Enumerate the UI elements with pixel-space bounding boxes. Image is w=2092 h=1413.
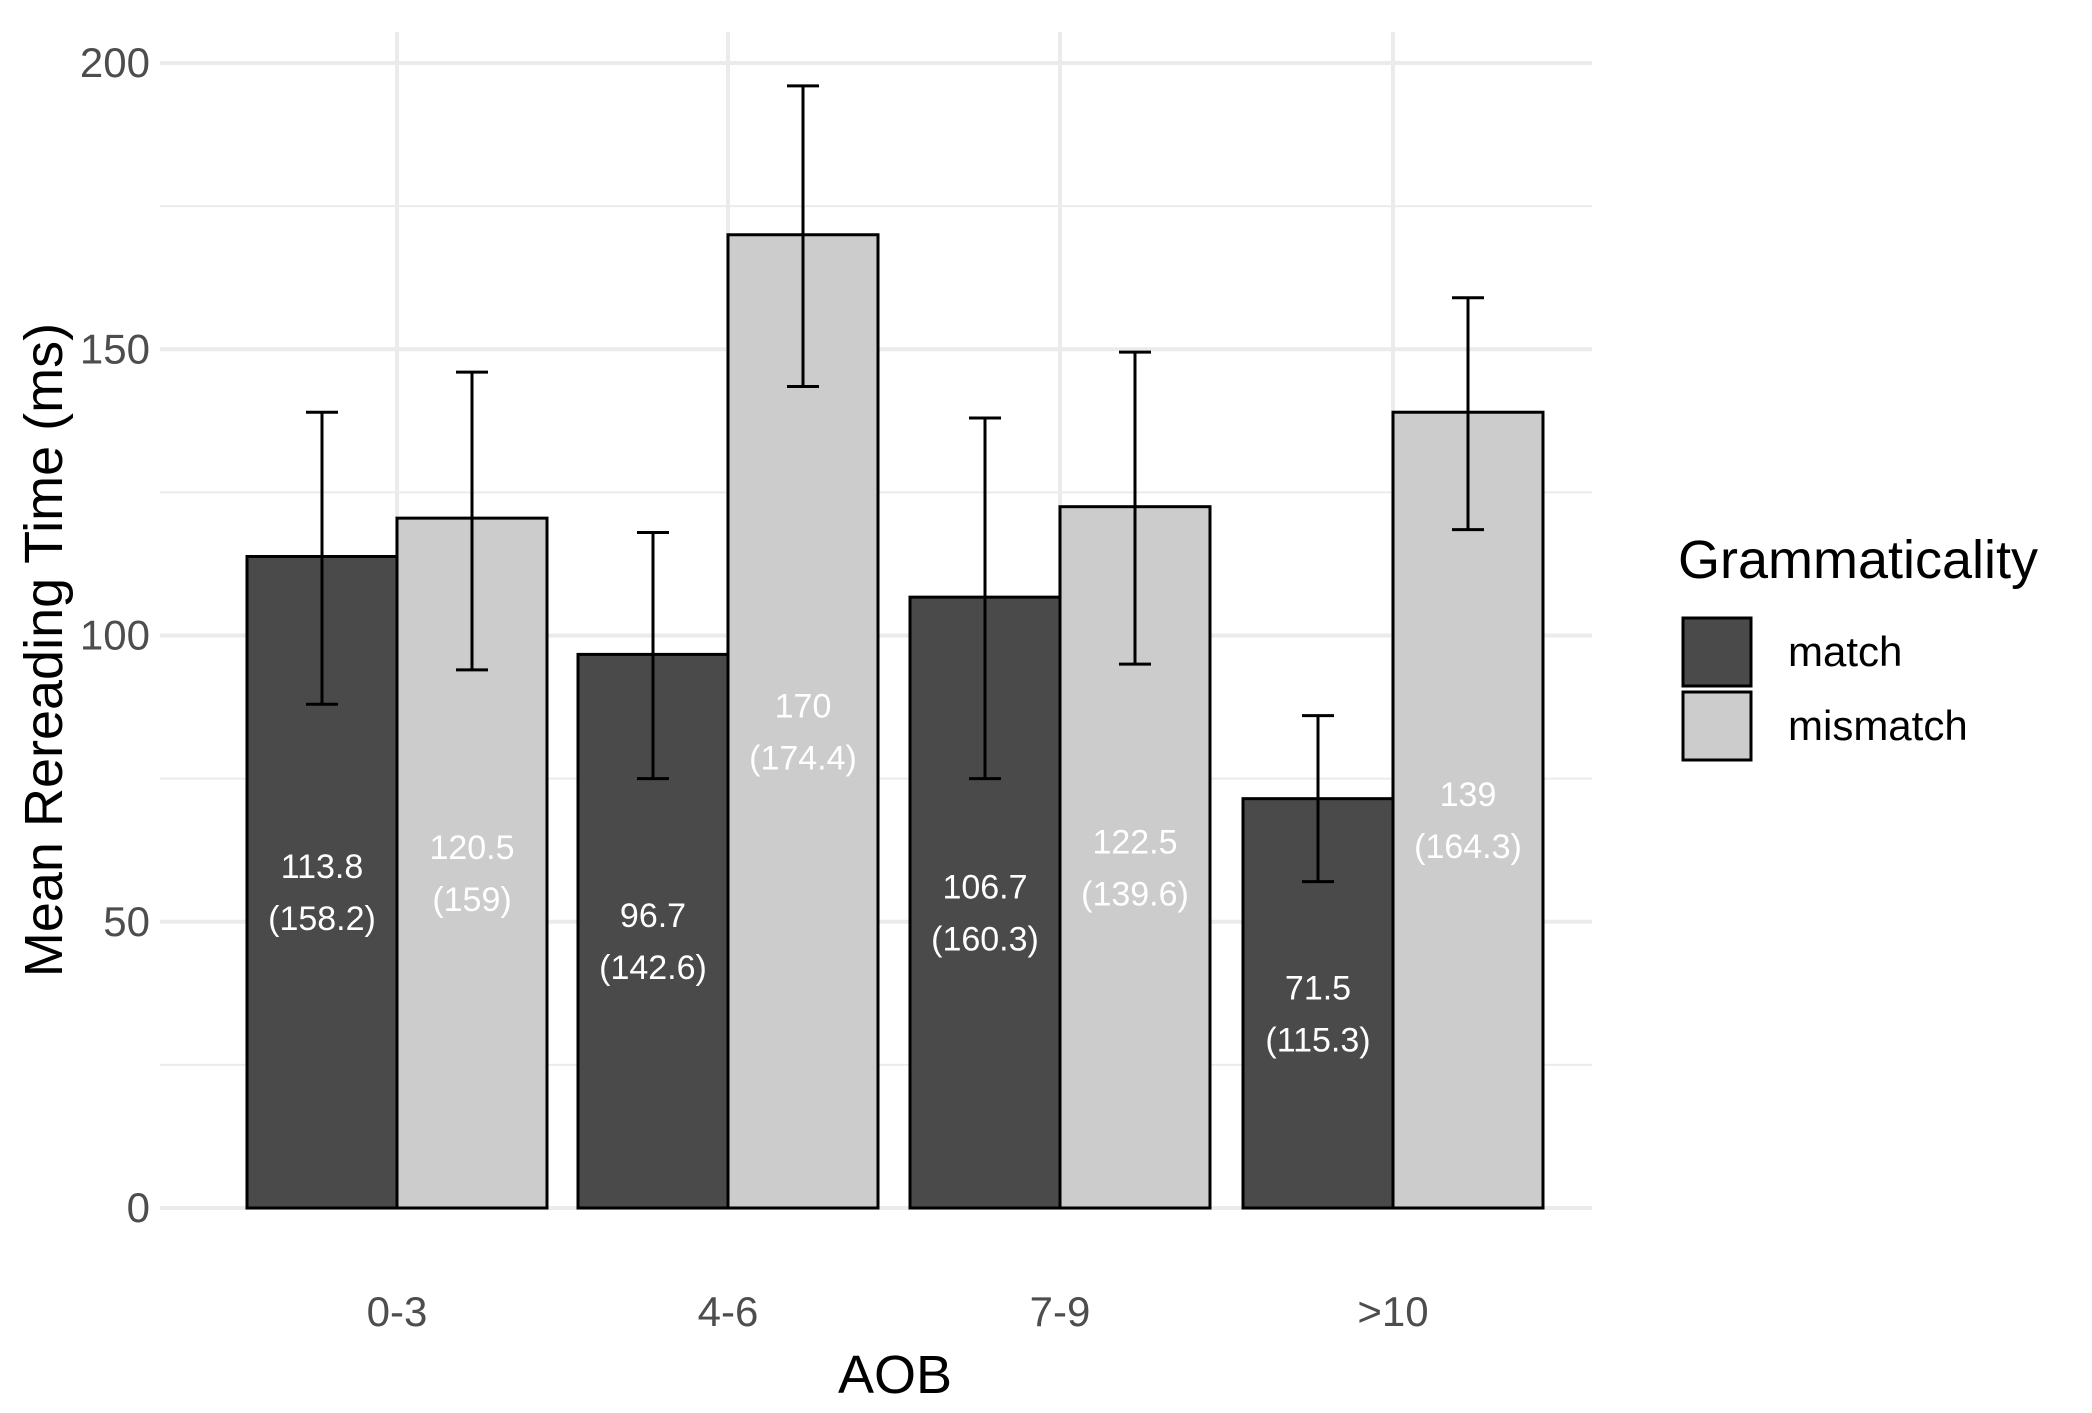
error-bars — [306, 84, 1484, 884]
bar-labels: 113.8 (158.2) 96.7 (142.6) 106.7 (160.3) 71.5 (… — [268, 687, 1522, 1059]
legend-label-mismatch: mismatch — [1788, 702, 1968, 749]
y-tick-label: 200 — [80, 39, 150, 86]
bar-mismatch — [726, 233, 880, 1210]
legend-key-mismatch — [1681, 690, 1753, 762]
y-tick-label: 0 — [127, 1184, 150, 1231]
data-label-value: 170 — [775, 687, 832, 725]
x-tick-label: 0-3 — [367, 1288, 428, 1335]
y-axis-ticks: 0 50 100 150 200 — [80, 39, 150, 1231]
legend: Grammaticality match mismatch — [1678, 530, 2038, 762]
data-label-value: 139 — [1440, 776, 1497, 814]
y-tick-label: 50 — [103, 898, 150, 945]
data-label-value: 122.5 — [1092, 823, 1177, 861]
legend-title: Grammaticality — [1678, 530, 2038, 590]
data-label-secondary: (142.6) — [599, 949, 707, 987]
x-tick-label: 7-9 — [1030, 1288, 1091, 1335]
x-axis-title: AOB — [838, 1345, 952, 1405]
data-label-secondary: (164.3) — [1414, 828, 1522, 866]
data-label-value: 106.7 — [942, 869, 1027, 907]
data-label-secondary: (160.3) — [931, 921, 1039, 959]
data-label-secondary: (174.4) — [749, 739, 857, 777]
x-axis-ticks: 0-3 4-6 7-9 >10 — [367, 1288, 1429, 1335]
bar-mismatch — [1391, 410, 1545, 1210]
y-tick-label: 100 — [80, 612, 150, 659]
bars — [245, 233, 1545, 1210]
data-label-value: 71.5 — [1285, 969, 1351, 1007]
legend-label-match: match — [1788, 628, 1902, 675]
data-label-secondary: (139.6) — [1081, 875, 1189, 913]
data-label-secondary: (159) — [432, 881, 511, 919]
y-axis-title: Mean Rereading Time (ms) — [14, 323, 74, 977]
data-label-secondary: (158.2) — [268, 900, 376, 938]
y-tick-label: 150 — [80, 325, 150, 372]
x-tick-label: 4-6 — [698, 1288, 759, 1335]
legend-key-match — [1681, 616, 1753, 688]
data-label-secondary: (115.3) — [1265, 1021, 1370, 1059]
data-label-value: 120.5 — [429, 829, 514, 867]
data-label-value: 113.8 — [281, 848, 364, 886]
data-label-value: 96.7 — [620, 897, 686, 935]
x-tick-label: >10 — [1357, 1288, 1428, 1335]
